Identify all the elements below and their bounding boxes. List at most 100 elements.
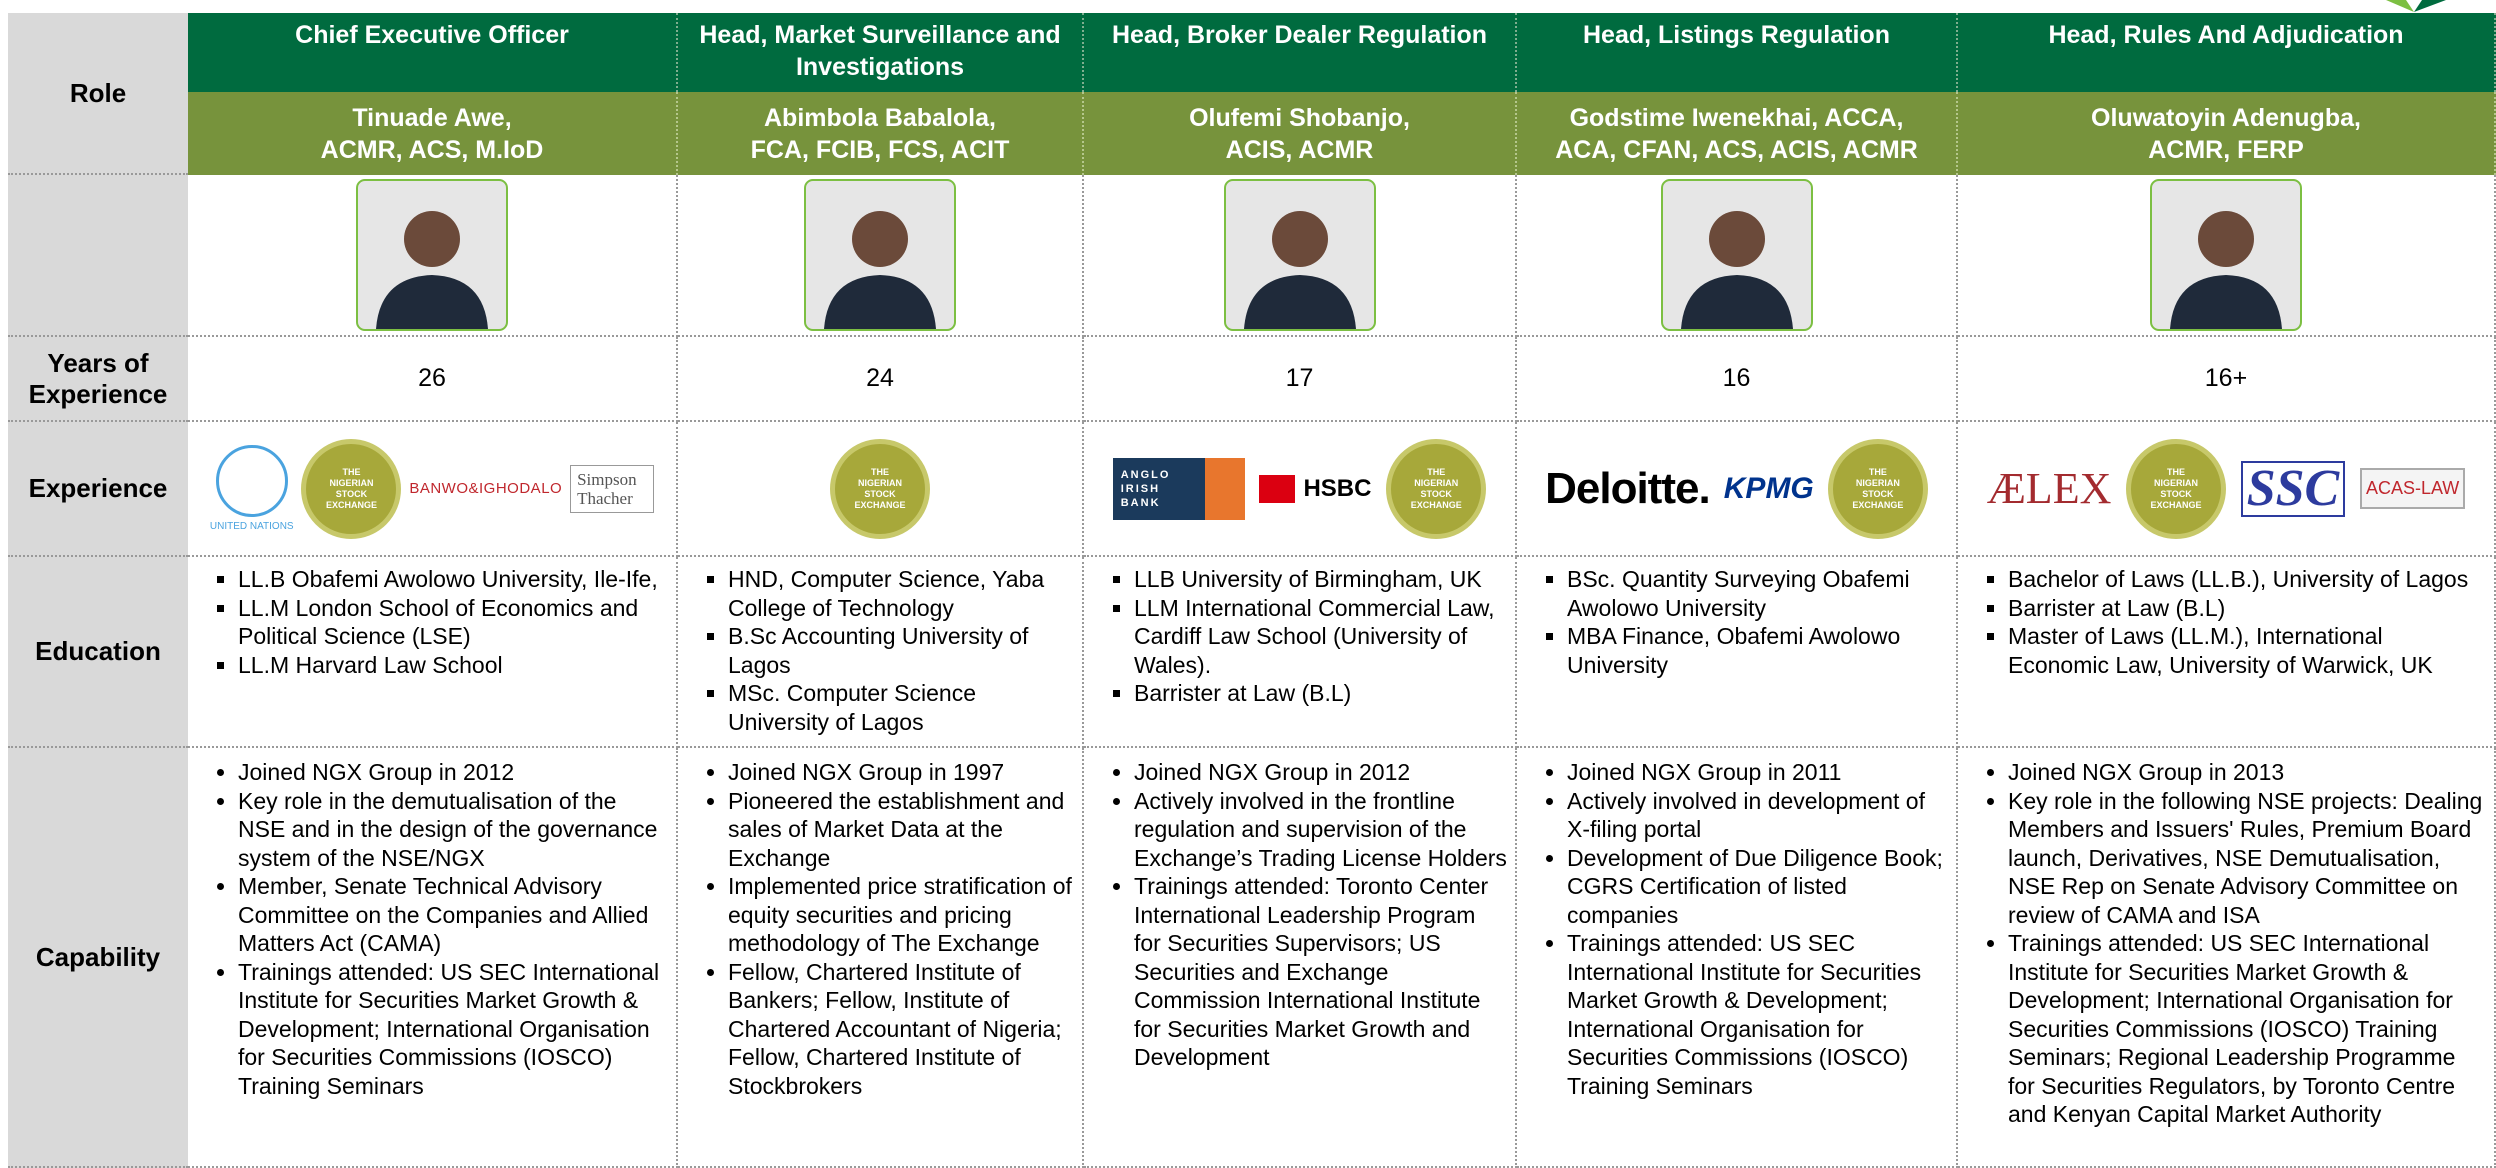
years: 16 xyxy=(1517,337,1958,422)
education-item: HND, Computer Science, Yaba College of T… xyxy=(728,565,1074,622)
photo-body xyxy=(2170,275,2282,329)
photo xyxy=(356,179,508,331)
logo-simpson: Simpson Thacher xyxy=(570,464,655,513)
person-name: Olufemi Shobanjo, ACIS, ACMR xyxy=(1084,92,1517,175)
education-item: LLM International Commercial Law, Cardif… xyxy=(1134,594,1507,680)
capability-item: Trainings attended: US SEC International… xyxy=(238,958,668,1101)
capability: Joined NGX Group in 2012Key role in the … xyxy=(188,748,678,1168)
logo-aelex: ÆLEX xyxy=(1986,464,2112,513)
logo-un: UNITED NATIONS xyxy=(210,445,294,532)
photo-head xyxy=(2198,211,2254,267)
row-label: Education xyxy=(8,557,188,748)
capability: Joined NGX Group in 2011Actively involve… xyxy=(1517,748,1958,1168)
capability-item: Pioneered the establishment and sales of… xyxy=(728,787,1074,873)
capability-item: Joined NGX Group in 2013 xyxy=(2008,758,2486,787)
role-title: Head, Broker Dealer Regulation xyxy=(1084,13,1517,92)
photo-body xyxy=(1680,275,1793,329)
profile-table: Role Years of Experience Experience Educati… xyxy=(8,13,2496,1168)
name-line: Tinuade Awe, xyxy=(352,103,512,132)
education-list: BSc. Quantity Surveying Obafemi Awolowo … xyxy=(1517,557,1956,679)
person-name: Godstime Iwenekhai, ACCA, ACA, CFAN, ACS,… xyxy=(1517,92,1958,175)
logo-shape xyxy=(2414,0,2446,12)
name-line: ACMR, FERP xyxy=(2148,135,2304,164)
photo xyxy=(2150,179,2302,331)
education: LLB University of Birmingham, UKLLM Inte… xyxy=(1084,557,1517,748)
un-emblem xyxy=(215,445,288,517)
education-list: LLB University of Birmingham, UKLLM Inte… xyxy=(1084,557,1515,708)
years: 16+ xyxy=(1958,337,2496,422)
name-line: Olufemi Shobanjo, xyxy=(1189,103,1410,132)
education: BSc. Quantity Surveying Obafemi Awolowo … xyxy=(1517,557,1958,748)
photo-head xyxy=(404,211,460,267)
education-item: Barrister at Law (B.L) xyxy=(1134,679,1507,708)
photo-body xyxy=(824,275,936,329)
years: 24 xyxy=(678,337,1084,422)
education-item: MBA Finance, Obafemi Awolowo University xyxy=(1567,622,1948,679)
capability-item: Actively involved in the frontline regul… xyxy=(1134,787,1507,873)
education-item: LL.M London School of Economics and Poli… xyxy=(238,594,668,651)
row-label: Capability xyxy=(8,748,188,1168)
logo-banwo: BANWO&IGHODALO xyxy=(409,480,563,497)
person-name: Abimbola Babalola, FCA, FCIB, FCS, ACIT xyxy=(678,92,1084,175)
logo-seal: THE NIGERIAN STOCK EXCHANGE xyxy=(2126,438,2227,539)
logo-text: UNITED NATIONS xyxy=(209,521,294,532)
photo xyxy=(1223,179,1376,331)
row-label: Role xyxy=(8,13,188,175)
capability-item: Trainings attended: Toronto Center Inter… xyxy=(1134,872,1507,1072)
education: LL.B Obafemi Awolowo University, Ile-Ife… xyxy=(188,557,678,748)
person-name: Tinuade Awe, ACMR, ACS, M.IoD xyxy=(188,92,678,175)
capability-item: Actively involved in development of X-fi… xyxy=(1567,787,1948,844)
logo-seal: THE NIGERIAN STOCK EXCHANGE xyxy=(1827,438,1928,539)
role-title: Chief Executive Officer xyxy=(188,13,678,92)
years: 17 xyxy=(1084,337,1517,422)
role-title: Head, Market Surveillance and Investigat… xyxy=(678,13,1084,92)
education-list: LL.B Obafemi Awolowo University, Ile-Ife… xyxy=(188,557,676,679)
logo-deloitte: Deloitte. xyxy=(1545,463,1711,513)
education-item: BSc. Quantity Surveying Obafemi Awolowo … xyxy=(1567,565,1948,622)
capability-item: Trainings attended: US SEC International… xyxy=(1567,929,1948,1100)
person-name: Oluwatoyin Adenugba, ACMR, FERP xyxy=(1958,92,2496,175)
photo-head xyxy=(1708,211,1765,267)
name-line: Godstime Iwenekhai, ACCA, xyxy=(1569,103,1904,132)
name-line: ACIS, ACMR xyxy=(1225,135,1374,164)
capability-item: Joined NGX Group in 2012 xyxy=(1134,758,1507,787)
experience-logos: THE NIGERIAN STOCK EXCHANGE xyxy=(678,422,1084,557)
capability-item: Development of Due Diligence Book; CGRS … xyxy=(1567,844,1948,930)
education-item: LL.B Obafemi Awolowo University, Ile-Ife… xyxy=(238,565,668,594)
name-line: ACMR, ACS, M.IoD xyxy=(320,135,544,164)
role-title: Head, Listings Regulation xyxy=(1517,13,1958,92)
photo-cell xyxy=(188,175,678,337)
capability-item: Joined NGX Group in 2011 xyxy=(1567,758,1948,787)
photo xyxy=(1660,179,1813,331)
capability-item: Key role in the demutualisation of the N… xyxy=(238,787,668,873)
photo-body xyxy=(376,275,488,329)
capability: Joined NGX Group in 2012Actively involve… xyxy=(1084,748,1517,1168)
capability-list: Joined NGX Group in 2011Actively involve… xyxy=(1517,748,1956,1100)
education-item: MSc. Computer Science University of Lago… xyxy=(728,679,1074,736)
photo-cell xyxy=(678,175,1084,337)
photo-body xyxy=(1243,275,1356,329)
education-item: LL.M Harvard Law School xyxy=(238,651,668,680)
capability-list: Joined NGX Group in 2012Key role in the … xyxy=(188,748,676,1100)
photo-head xyxy=(852,211,908,267)
education-item: Master of Laws (LL.M.), International Ec… xyxy=(2008,622,2486,679)
education-item: LLB University of Birmingham, UK xyxy=(1134,565,1507,594)
logo-hsbc: HSBC xyxy=(1259,474,1371,503)
experience-logos: ANGLO IRISH BANK HSBC THE NIGERIAN STOCK E… xyxy=(1084,422,1517,557)
capability-item: Joined NGX Group in 1997 xyxy=(728,758,1074,787)
row-label: Years of Experience xyxy=(8,337,188,422)
capability-list: Joined NGX Group in 2013Key role in the … xyxy=(1958,748,2494,1129)
name-line: Abimbola Babalola, xyxy=(764,103,996,132)
education-list: Bachelor of Laws (LL.B.), University of … xyxy=(1958,557,2494,679)
logo-fragment xyxy=(2386,0,2446,12)
capability-list: Joined NGX Group in 1997Pioneered the es… xyxy=(678,748,1082,1100)
experience-logos: UNITED NATIONS THE NIGERIAN STOCK EXCHANG… xyxy=(188,422,678,557)
logo-acas: ACAS-LAW xyxy=(2359,468,2466,509)
photo-cell xyxy=(1958,175,2496,337)
education-item: Barrister at Law (B.L) xyxy=(2008,594,2486,623)
capability-list: Joined NGX Group in 2012Actively involve… xyxy=(1084,748,1515,1072)
logo-seal: THE NIGERIAN STOCK EXCHANGE xyxy=(1386,438,1487,539)
name-line: ACA, CFAN, ACS, ACIS, ACMR xyxy=(1555,135,1918,164)
name-line: Oluwatoyin Adenugba, xyxy=(2091,103,2361,132)
